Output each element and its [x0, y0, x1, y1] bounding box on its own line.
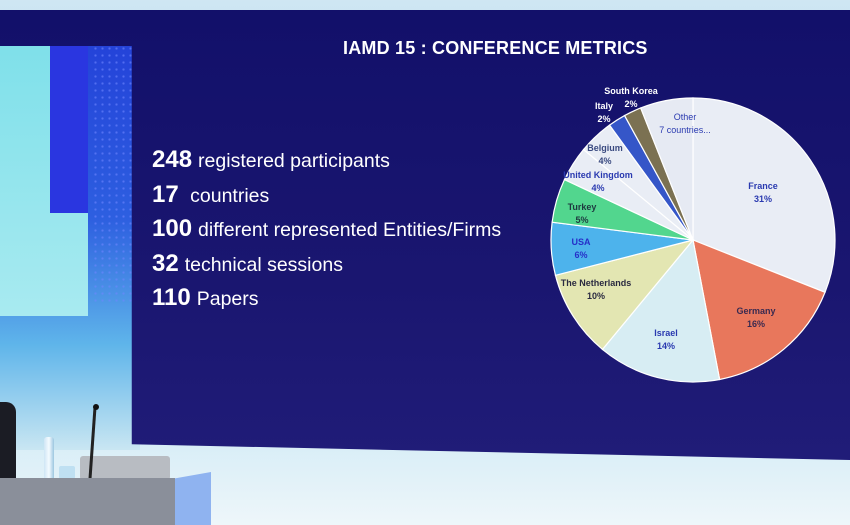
slice-percent: 10%	[586, 291, 606, 301]
podium-side	[175, 472, 211, 525]
metric-number: 32	[152, 249, 179, 277]
metric-number: 100	[152, 215, 193, 242]
slice-name: Germany	[736, 306, 776, 316]
slice-percent: 5%	[575, 215, 589, 225]
chair	[80, 456, 170, 480]
pie-slice-other	[639, 97, 694, 241]
slice-percent: 31%	[753, 194, 773, 204]
pie-label: Other 7 countries...	[659, 111, 711, 137]
stage-dots	[92, 45, 132, 305]
metric-item: 110 Papers	[152, 284, 501, 319]
slice-name: Belgium	[587, 143, 623, 153]
metric-text: Papers	[196, 288, 259, 310]
slice-name: South Korea	[604, 86, 658, 96]
slice-percent: 4%	[591, 183, 605, 193]
pie-slice-germany	[692, 239, 826, 381]
water-glass	[59, 466, 75, 479]
metric-text: technical sessions	[184, 253, 343, 276]
slice-percent: 16%	[746, 319, 765, 329]
slice-name: The Netherlands	[560, 278, 632, 288]
podium-table	[0, 478, 175, 525]
pie-label: USA 6%	[571, 236, 590, 262]
slide-title: IAMD 15 : CONFERENCE METRICS	[343, 38, 648, 58]
slice-percent: 2%	[597, 114, 611, 124]
slice-percent: 4%	[598, 156, 612, 166]
metric-number: 110	[152, 284, 191, 311]
slice-percent: 2%	[624, 99, 638, 109]
metric-number: 17	[152, 180, 179, 208]
metric-item: 17 countries	[152, 181, 501, 216]
metric-item: 32 technical sessions	[152, 250, 501, 285]
metric-text: countries	[190, 184, 270, 207]
microphone-icon	[93, 404, 99, 410]
slice-name: Israel	[654, 328, 678, 338]
pie-label: Turkey 5%	[568, 201, 597, 227]
pie-label: The Netherlands 10%	[561, 277, 632, 303]
pie-label: Israel 14%	[654, 327, 678, 353]
metric-text: registered participants	[198, 150, 390, 172]
slice-name: Other	[673, 112, 697, 122]
slice-name: Italy	[594, 101, 614, 111]
metrics-list: 248 registered participants 17 countries …	[152, 146, 501, 319]
slice-name: United Kingdom	[563, 170, 633, 180]
pie-label: Italy 2%	[595, 100, 613, 126]
metric-item: 100 different represented Entities/Firms	[152, 215, 501, 250]
metric-number: 248	[152, 146, 193, 173]
person-silhouette	[0, 402, 16, 478]
slice-name: Turkey	[567, 202, 597, 212]
pie-slice-the-netherlands	[554, 238, 695, 351]
pie-label: South Korea 2%	[604, 85, 658, 111]
slice-name: USA	[571, 237, 591, 247]
pie-label: Belgium 4%	[587, 142, 623, 168]
water-bottle	[44, 437, 54, 479]
slice-percent: 14%	[656, 341, 675, 351]
metric-text: different represented Entities/Firms	[198, 219, 502, 241]
slice-name: France	[748, 181, 778, 191]
slice-percent: 6%	[574, 250, 588, 260]
stage-panel-blue	[50, 45, 88, 213]
slice-percent: 7 countries...	[659, 125, 711, 135]
pie-slice-france	[692, 97, 836, 294]
pie-label: Germany 16%	[736, 305, 775, 331]
pie-label: United Kingdom 4%	[563, 169, 633, 195]
pie-label: France 31%	[748, 180, 778, 206]
metric-item: 248 registered participants	[152, 146, 501, 181]
pie-slice-israel	[601, 238, 721, 383]
